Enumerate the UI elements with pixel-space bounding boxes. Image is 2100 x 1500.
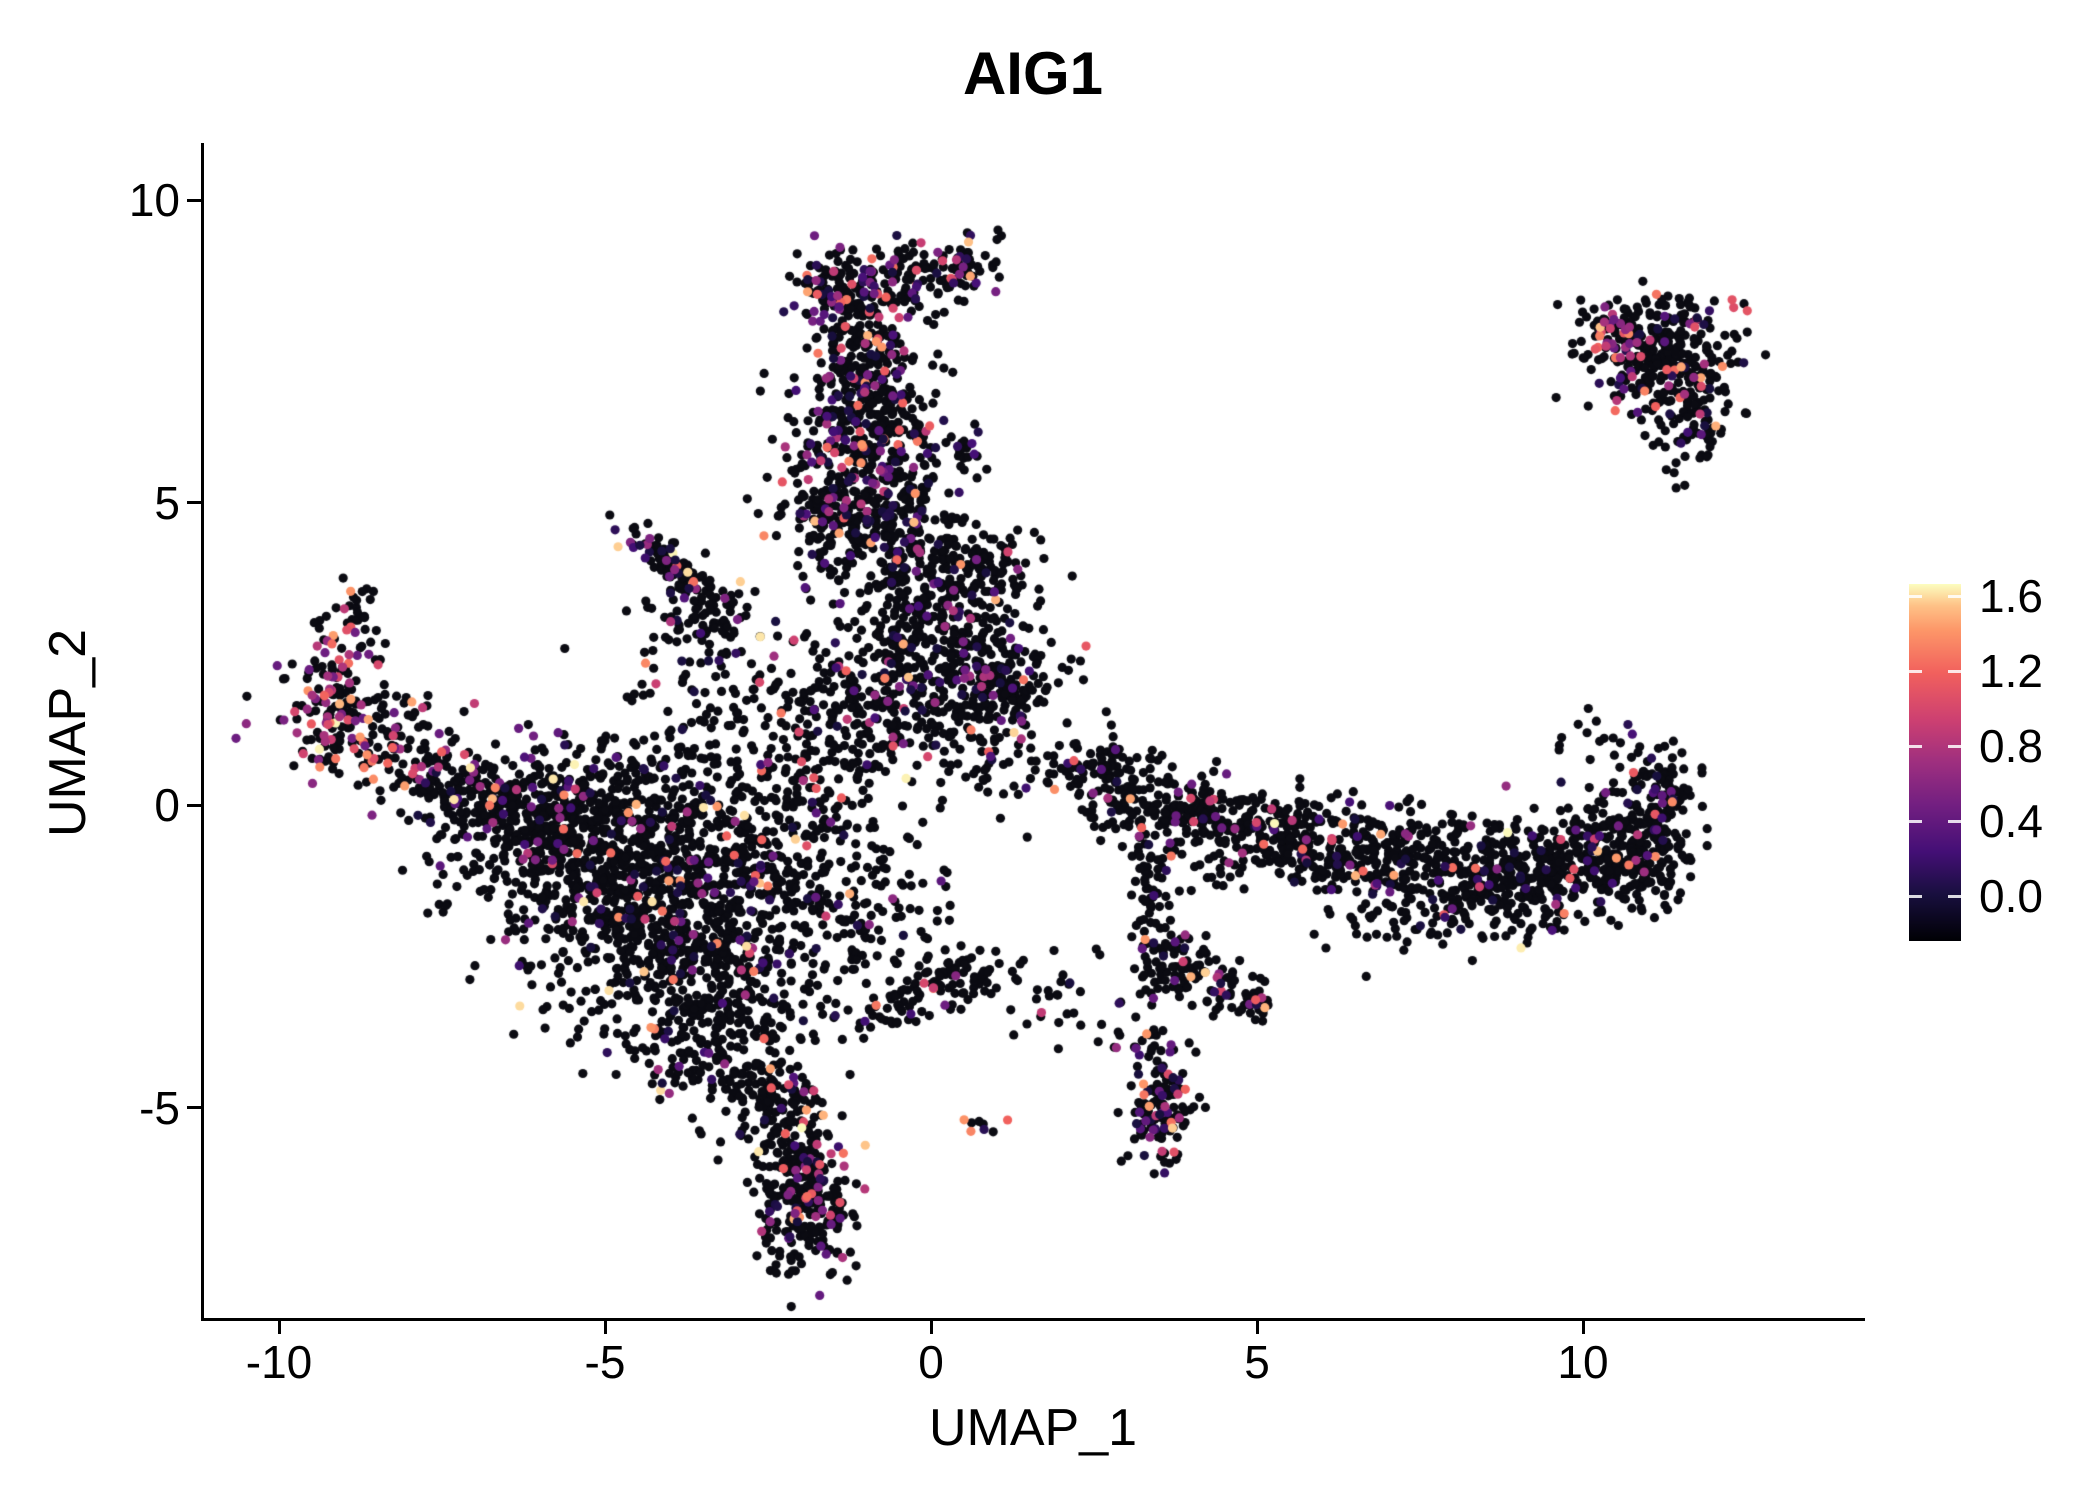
colorbar-labels: 1.6 1.2 0.8 0.4 0.0 [1979,570,2100,941]
colorbar-tick-label: 0.8 [1979,720,2043,773]
colorbar-tick [1909,744,1922,748]
x-tick-mark [277,1319,281,1334]
x-tick-mark [929,1319,933,1334]
colorbar-tick [1948,744,1961,748]
y-tick-label: 0 [154,779,180,831]
colorbar-tick [1948,819,1961,823]
y-axis-title: UMAP_2 [39,628,97,838]
colorbar-tick [1909,894,1922,898]
y-tick-label: 5 [154,476,180,529]
colorbar-tick [1948,594,1961,598]
y-axis-line [201,143,204,1321]
y-tick-mark [187,501,202,504]
colorbar-tick [1948,669,1961,673]
x-tick-label: 0 [918,1336,944,1388]
x-tick-label: 10 [1557,1336,1609,1388]
y-tick-mark [187,1106,202,1109]
y-tick-label: 10 [128,174,180,226]
y-tick-label: -5 [139,1081,180,1134]
y-tick-mark [187,803,202,807]
x-tick-label: 5 [1244,1336,1270,1388]
colorbar-tick-label: 1.6 [1979,570,2043,623]
colorbar-tick [1909,819,1922,823]
x-tick-label: -5 [584,1336,626,1388]
colorbar-tick-label: 0.0 [1979,870,2043,923]
x-tick-label: -10 [245,1336,313,1388]
colorbar-tick [1909,669,1922,673]
colorbar-gradient [1909,584,1961,941]
colorbar-tick [1909,594,1922,598]
x-axis-line [201,1318,1865,1321]
x-tick-mark [603,1319,607,1334]
colorbar-tick-label: 0.4 [1979,795,2043,848]
colorbar-tick [1948,894,1961,898]
colorbar-tick-label: 1.2 [1979,645,2043,698]
y-tick-mark [187,198,202,202]
x-tick-mark [1581,1319,1585,1334]
color-legend: 1.6 1.2 0.8 0.4 0.0 [1909,570,2100,941]
x-tick-mark [1255,1319,1259,1334]
x-axis-title: UMAP_1 [928,1399,1138,1457]
